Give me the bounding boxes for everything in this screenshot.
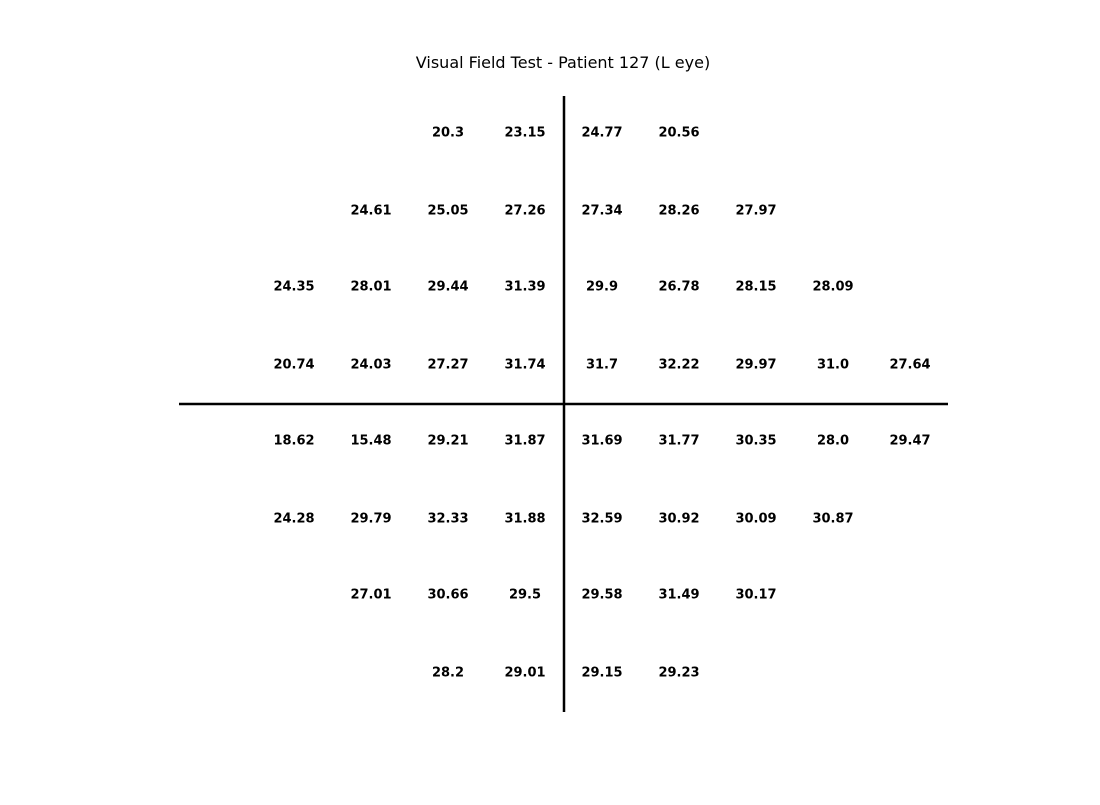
- value-cell: 28.26: [658, 204, 699, 219]
- value-cell: 24.28: [273, 512, 314, 527]
- value-cell: 28.15: [735, 280, 776, 295]
- value-cell: 30.92: [658, 512, 699, 527]
- value-cell: 27.27: [427, 358, 468, 373]
- value-cell: 29.44: [427, 280, 468, 295]
- value-cell: 31.88: [504, 512, 545, 527]
- value-cell: 29.9: [586, 280, 618, 295]
- value-cell: 29.5: [509, 588, 541, 603]
- value-cell: 24.77: [581, 126, 622, 141]
- value-cell: 31.69: [581, 434, 622, 449]
- value-cell: 28.0: [817, 434, 849, 449]
- value-cell: 20.74: [273, 358, 314, 373]
- value-cell: 29.58: [581, 588, 622, 603]
- value-cell: 29.15: [581, 666, 622, 681]
- value-cell: 24.61: [350, 204, 391, 219]
- value-cell: 32.33: [427, 512, 468, 527]
- value-cell: 31.77: [658, 434, 699, 449]
- value-cell: 30.87: [812, 512, 853, 527]
- value-cell: 28.09: [812, 280, 853, 295]
- value-cell: 18.62: [273, 434, 314, 449]
- value-cell: 27.97: [735, 204, 776, 219]
- value-cell: 32.59: [581, 512, 622, 527]
- value-cell: 24.03: [350, 358, 391, 373]
- value-cell: 31.49: [658, 588, 699, 603]
- value-cell: 20.3: [432, 126, 464, 141]
- value-cell: 23.15: [504, 126, 545, 141]
- value-cell: 29.47: [889, 434, 930, 449]
- value-cell: 31.87: [504, 434, 545, 449]
- value-cell: 24.35: [273, 280, 314, 295]
- value-cell: 30.17: [735, 588, 776, 603]
- value-cell: 31.39: [504, 280, 545, 295]
- value-cell: 31.74: [504, 358, 545, 373]
- value-cell: 28.01: [350, 280, 391, 295]
- value-cell: 29.79: [350, 512, 391, 527]
- value-cell: 27.26: [504, 204, 545, 219]
- value-cell: 27.64: [889, 358, 930, 373]
- value-cell: 15.48: [350, 434, 391, 449]
- value-cell: 32.22: [658, 358, 699, 373]
- value-cell: 29.21: [427, 434, 468, 449]
- value-cell: 26.78: [658, 280, 699, 295]
- value-cell: 30.09: [735, 512, 776, 527]
- chart-title: Visual Field Test - Patient 127 (L eye): [416, 53, 710, 72]
- value-cell: 30.35: [735, 434, 776, 449]
- value-cell: 29.23: [658, 666, 699, 681]
- value-cell: 31.7: [586, 358, 618, 373]
- value-cell: 27.01: [350, 588, 391, 603]
- value-grid: 20.3 23.15 24.77 20.56 24.61 25.05 27.26 27.34 2…: [273, 126, 930, 681]
- value-cell: 29.01: [504, 666, 545, 681]
- value-cell: 28.2: [432, 666, 464, 681]
- value-cell: 27.34: [581, 204, 622, 219]
- value-cell: 20.56: [658, 126, 699, 141]
- value-cell: 29.97: [735, 358, 776, 373]
- value-cell: 30.66: [427, 588, 468, 603]
- value-cell: 31.0: [817, 358, 849, 373]
- value-cell: 25.05: [427, 204, 468, 219]
